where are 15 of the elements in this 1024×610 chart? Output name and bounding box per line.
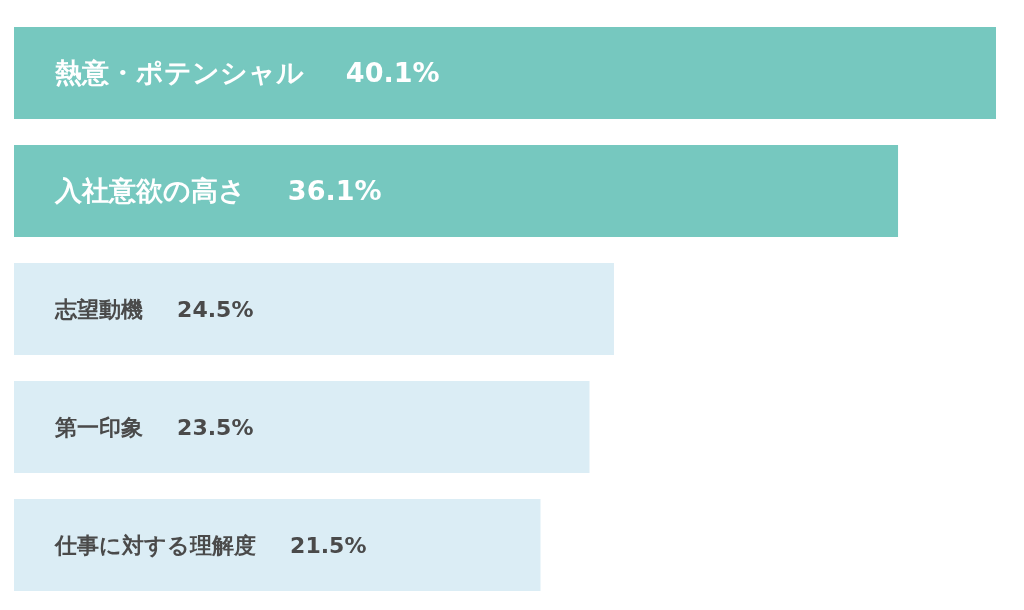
data-label: 23.5% bbox=[177, 414, 254, 440]
bar bbox=[14, 26, 996, 120]
bar bbox=[14, 380, 590, 474]
data-label: 24.5% bbox=[177, 296, 254, 322]
data-label: 21.5% bbox=[290, 532, 367, 558]
bar bbox=[14, 262, 614, 356]
y-tick-label: 第一印象 bbox=[54, 414, 143, 440]
y-tick-label: 仕事に対する理解度 bbox=[54, 532, 256, 558]
y-tick-label: 入社意欲の高さ bbox=[54, 175, 246, 207]
bar bbox=[14, 498, 541, 592]
data-label: 36.1% bbox=[287, 175, 382, 207]
data-label: 40.1% bbox=[345, 57, 440, 89]
y-tick-label: 志望動機 bbox=[54, 296, 143, 322]
bar bbox=[14, 144, 899, 238]
y-tick-label: 熱意・ポテンシャル bbox=[54, 57, 304, 89]
